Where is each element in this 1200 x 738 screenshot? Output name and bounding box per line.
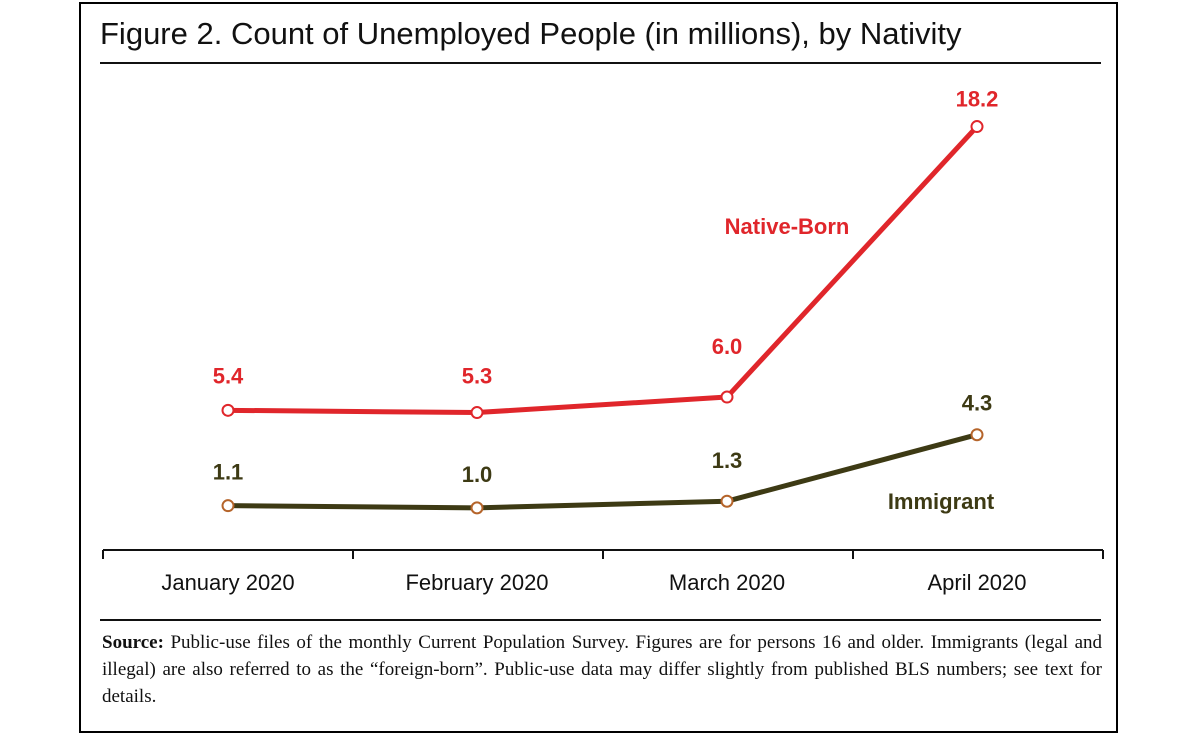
figure-frame (79, 2, 1118, 733)
data-point-marker (221, 403, 235, 417)
data-point-marker (720, 390, 734, 404)
data-point-marker (970, 428, 984, 442)
x-tick-label: January 2020 (161, 570, 294, 595)
data-label: 5.4 (213, 363, 244, 388)
data-label: 1.3 (712, 448, 743, 473)
series-label-native-born: Native-Born (725, 214, 850, 239)
series-line-native-born (227, 124, 979, 416)
source-text: Public-use files of the monthly Current … (102, 632, 1102, 707)
series-line-immigrant (227, 432, 978, 511)
data-point-marker (470, 501, 484, 515)
source-rule (100, 619, 1101, 621)
data-point-marker (970, 120, 984, 134)
data-label: 1.0 (462, 462, 493, 487)
x-tick-label: April 2020 (927, 570, 1026, 595)
series-label-immigrant: Immigrant (888, 489, 995, 514)
data-label: 6.0 (712, 334, 743, 359)
chart-title: Figure 2. Count of Unemployed People (in… (100, 16, 962, 51)
data-point-marker (221, 499, 235, 513)
data-point-marker (720, 494, 734, 508)
data-label: 1.1 (213, 460, 244, 485)
data-label: 5.3 (462, 364, 493, 389)
source-note: Source: Public-use files of the monthly … (102, 629, 1102, 710)
source-label: Source: (102, 632, 164, 653)
x-tick-label: February 2020 (405, 570, 548, 595)
data-label: 4.3 (962, 391, 993, 416)
data-label: 18.2 (956, 87, 999, 112)
x-tick-label: March 2020 (669, 570, 785, 595)
data-point-marker (470, 406, 484, 420)
title-rule (100, 62, 1101, 64)
